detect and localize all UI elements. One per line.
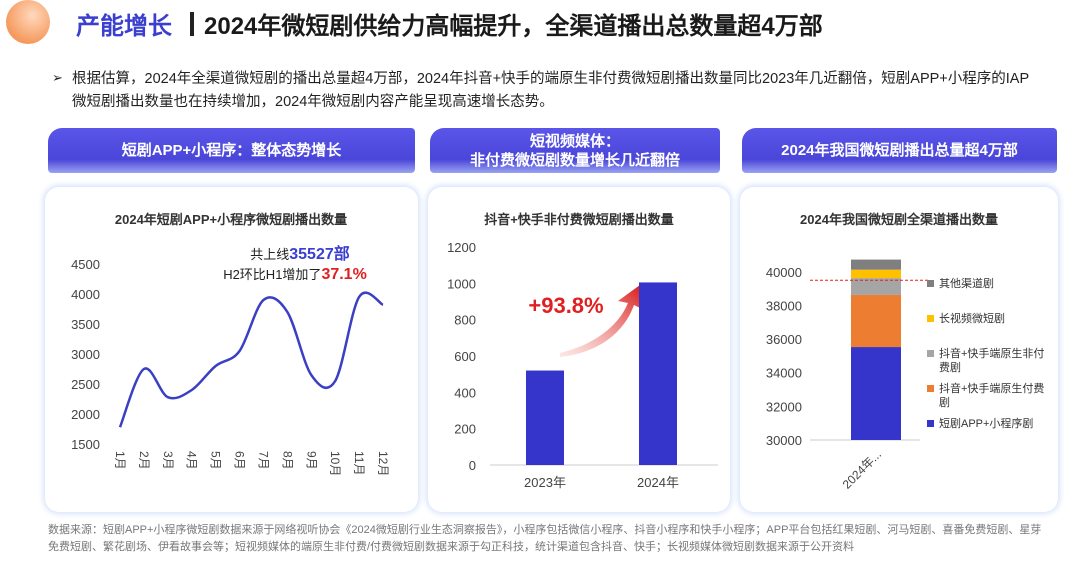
bar	[526, 370, 564, 465]
y-tick-label: 38000	[766, 298, 802, 313]
legend-label: 抖音+快手端原生非付费剧	[939, 348, 1045, 374]
x-tick-label: 2024年	[637, 475, 679, 490]
chart-title: 抖音+快手非付费微短剧播出数量	[484, 212, 674, 227]
y-tick-label: 1200	[447, 240, 476, 255]
panel-header-line: 非付费微短剧数量增长几近翻倍	[469, 151, 680, 169]
y-tick-label: 1500	[71, 437, 100, 452]
chart: 抖音+快手非付费微短剧播出数量 +93.8% 0 200 400 600 800 1000…	[447, 212, 718, 490]
y-tick-label: 600	[454, 349, 476, 364]
y-tick-label: 34000	[766, 366, 802, 381]
panel-header-line: 短剧APP+小程序：整体态势增长	[121, 142, 342, 159]
title-row: 产能增长 2024年微短剧供给力高幅提升，全渠道播出总数量超4万部	[0, 0, 1080, 50]
chart-panel: 抖音+快手非付费微短剧播出数量 +93.8% 0 200 400 600 800 1000…	[428, 187, 730, 512]
panel-header: 2024年我国微短剧播出总量超4万部	[742, 128, 1057, 173]
x-tick-label: 9月	[304, 451, 318, 470]
annotation-value: 35527部	[289, 244, 350, 263]
x-tick-label: 6月	[233, 451, 247, 470]
line-series	[118, 291, 384, 428]
title-tag: 产能增长	[76, 13, 172, 40]
growth-annotation: +93.8%	[528, 293, 603, 318]
legend-item: 抖音+快手端原生非付费剧	[927, 347, 1055, 382]
y-tick-label: 800	[454, 313, 476, 328]
bar	[639, 282, 677, 465]
annotation-value: 37.1%	[321, 266, 366, 283]
y-tick-label: 36000	[766, 332, 802, 347]
y-tick-label: 2000	[71, 407, 100, 422]
panel-header: 短剧APP+小程序：整体态势增长	[48, 128, 415, 173]
growth-arrow	[560, 285, 642, 357]
y-tick-label: 4500	[71, 257, 100, 272]
annotation: 共上线35527部	[250, 244, 350, 263]
legend-swatch	[927, 280, 934, 287]
y-tick-label: 400	[454, 385, 476, 400]
x-tick-label: 2月	[137, 451, 151, 470]
separator	[190, 12, 194, 36]
legend-label: 短剧APP+小程序剧	[939, 418, 1034, 430]
legend-label: 抖音+快手端原生付费剧	[939, 383, 1045, 409]
bar-segment	[851, 259, 901, 270]
y-tick-label: 3500	[71, 317, 100, 332]
panel-header: 短视频媒体： 非付费微短剧数量增长几近翻倍	[430, 128, 720, 173]
legend-label: 其他渠道剧	[939, 278, 994, 290]
x-tick-label: 8月	[280, 451, 294, 470]
chart-panel: 2024年短剧APP+小程序微短剧播出数量 共上线35527部 H2环比H1增加…	[45, 187, 418, 512]
x-tick-label: 2023年	[524, 475, 566, 490]
legend: 其他渠道剧长视频微短剧抖音+快手端原生非付费剧 抖音+快手端原生付费剧短剧APP+…	[927, 277, 1055, 452]
x-tick-label: 10月	[328, 451, 342, 476]
legend-item: 其他渠道剧	[927, 277, 1055, 312]
legend-swatch	[927, 420, 934, 427]
legend-label: 长视频微短剧	[939, 313, 1005, 325]
x-tick-label: 3月	[161, 451, 175, 470]
y-tick-label: 4000	[71, 287, 100, 302]
y-tick-label: 3000	[71, 347, 100, 362]
y-tick-label: 40000	[766, 265, 802, 280]
y-tick-label: 32000	[766, 399, 802, 414]
annotation-text: H2环比H1增加了	[223, 267, 321, 282]
annotation: H2环比H1增加了37.1%	[223, 266, 367, 283]
source-note: 数据来源：短剧APP+小程序微短剧数据来源于网络视听协会《2024微短剧行业生态…	[48, 524, 1042, 553]
bullet-text: 根据估算，2024年全渠道微短剧的播出总量超4万部，2024年抖音+快手的端原生…	[72, 71, 1030, 110]
bar-segment	[851, 269, 901, 279]
legend-swatch	[927, 350, 934, 357]
bar-segment	[851, 278, 901, 295]
legend-swatch	[927, 385, 934, 392]
x-tick-label: 12月	[376, 451, 390, 476]
panel-header-line: 2024年我国微短剧播出总量超4万部	[781, 142, 1018, 159]
chart-panel: 2024年我国微短剧全渠道播出数量 30000 32000 34000 36000 38…	[740, 187, 1058, 512]
chart-title: 2024年我国微短剧全渠道播出数量	[800, 212, 998, 227]
x-tick-label: 11月	[352, 451, 366, 475]
x-tick-label: 1月	[113, 451, 127, 470]
annotation-text: 共上线	[250, 247, 289, 262]
x-tick-label: 5月	[209, 451, 223, 470]
y-tick-label: 0	[469, 458, 476, 473]
y-tick-label: 2500	[71, 377, 100, 392]
logo	[6, 0, 50, 44]
chart-title: 2024年短剧APP+小程序微短剧播出数量	[115, 212, 347, 227]
bar-segment	[851, 294, 901, 348]
legend-item: 抖音+快手端原生付费剧	[927, 382, 1055, 417]
chart: 2024年我国微短剧全渠道播出数量 30000 32000 34000 36000 38…	[766, 212, 998, 492]
x-tick-label: 7月	[256, 451, 270, 470]
legend-item: 长视频微短剧	[927, 312, 1055, 347]
legend-item: 短剧APP+小程序剧	[927, 417, 1055, 452]
x-tick-label: 4月	[185, 451, 199, 470]
title: 2024年微短剧供给力高幅提升，全渠道播出总数量超4万部	[204, 13, 823, 40]
y-tick-label: 30000	[766, 433, 802, 448]
chart: 2024年短剧APP+小程序微短剧播出数量 共上线35527部 H2环比H1增加…	[71, 212, 390, 476]
x-tick-label: 2024年...	[840, 447, 884, 491]
legend-swatch	[927, 315, 934, 322]
panel-header-line: 短视频媒体：	[529, 132, 620, 150]
bullet-marker: ➢	[52, 70, 63, 85]
bar-segment	[851, 347, 901, 440]
y-tick-label: 200	[454, 422, 476, 437]
y-tick-label: 1000	[447, 276, 476, 291]
